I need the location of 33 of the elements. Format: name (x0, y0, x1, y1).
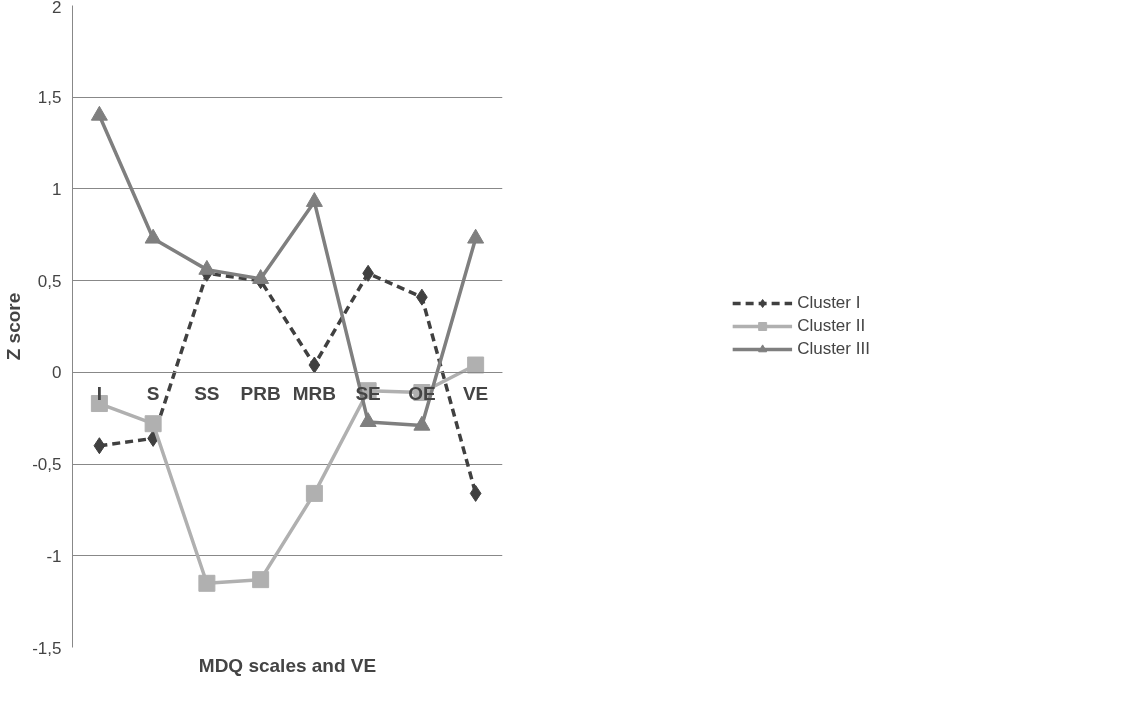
x-axis-title: MDQ scales and VE (198, 654, 377, 676)
point (144, 228, 162, 244)
point (252, 269, 270, 284)
point (93, 437, 106, 455)
point (90, 105, 108, 121)
legend-label: Cluster III (797, 339, 870, 359)
point (198, 574, 216, 592)
legend-label: Cluster II (797, 316, 866, 336)
x-tick-label: PRB (240, 383, 281, 405)
x-tick-label: I (96, 383, 103, 405)
y-axis-title: Z score (3, 292, 25, 361)
y-tick-label: 2 (52, 0, 62, 17)
y-tick-label: 0 (52, 363, 62, 383)
point (252, 571, 270, 589)
y-tick-label: 1,5 (37, 88, 62, 108)
point (305, 192, 323, 207)
y-tick-label: -0,5 (32, 455, 62, 475)
point (308, 356, 321, 374)
x-tick-label: VE (462, 383, 489, 405)
y-tick-label: -1,5 (32, 638, 62, 658)
point (469, 484, 482, 502)
y-tick-label: -1 (46, 546, 62, 566)
point (467, 356, 485, 374)
y-tick-label: 1 (52, 179, 62, 199)
legend-label: Cluster I (797, 293, 861, 313)
point (198, 259, 216, 275)
x-tick-label: S (146, 383, 160, 405)
point (144, 415, 162, 433)
point (305, 484, 323, 502)
x-tick-label: MRB (292, 383, 337, 405)
y-tick-label: 0,5 (37, 271, 62, 291)
x-tick-label: SS (194, 383, 220, 405)
point (467, 228, 485, 244)
